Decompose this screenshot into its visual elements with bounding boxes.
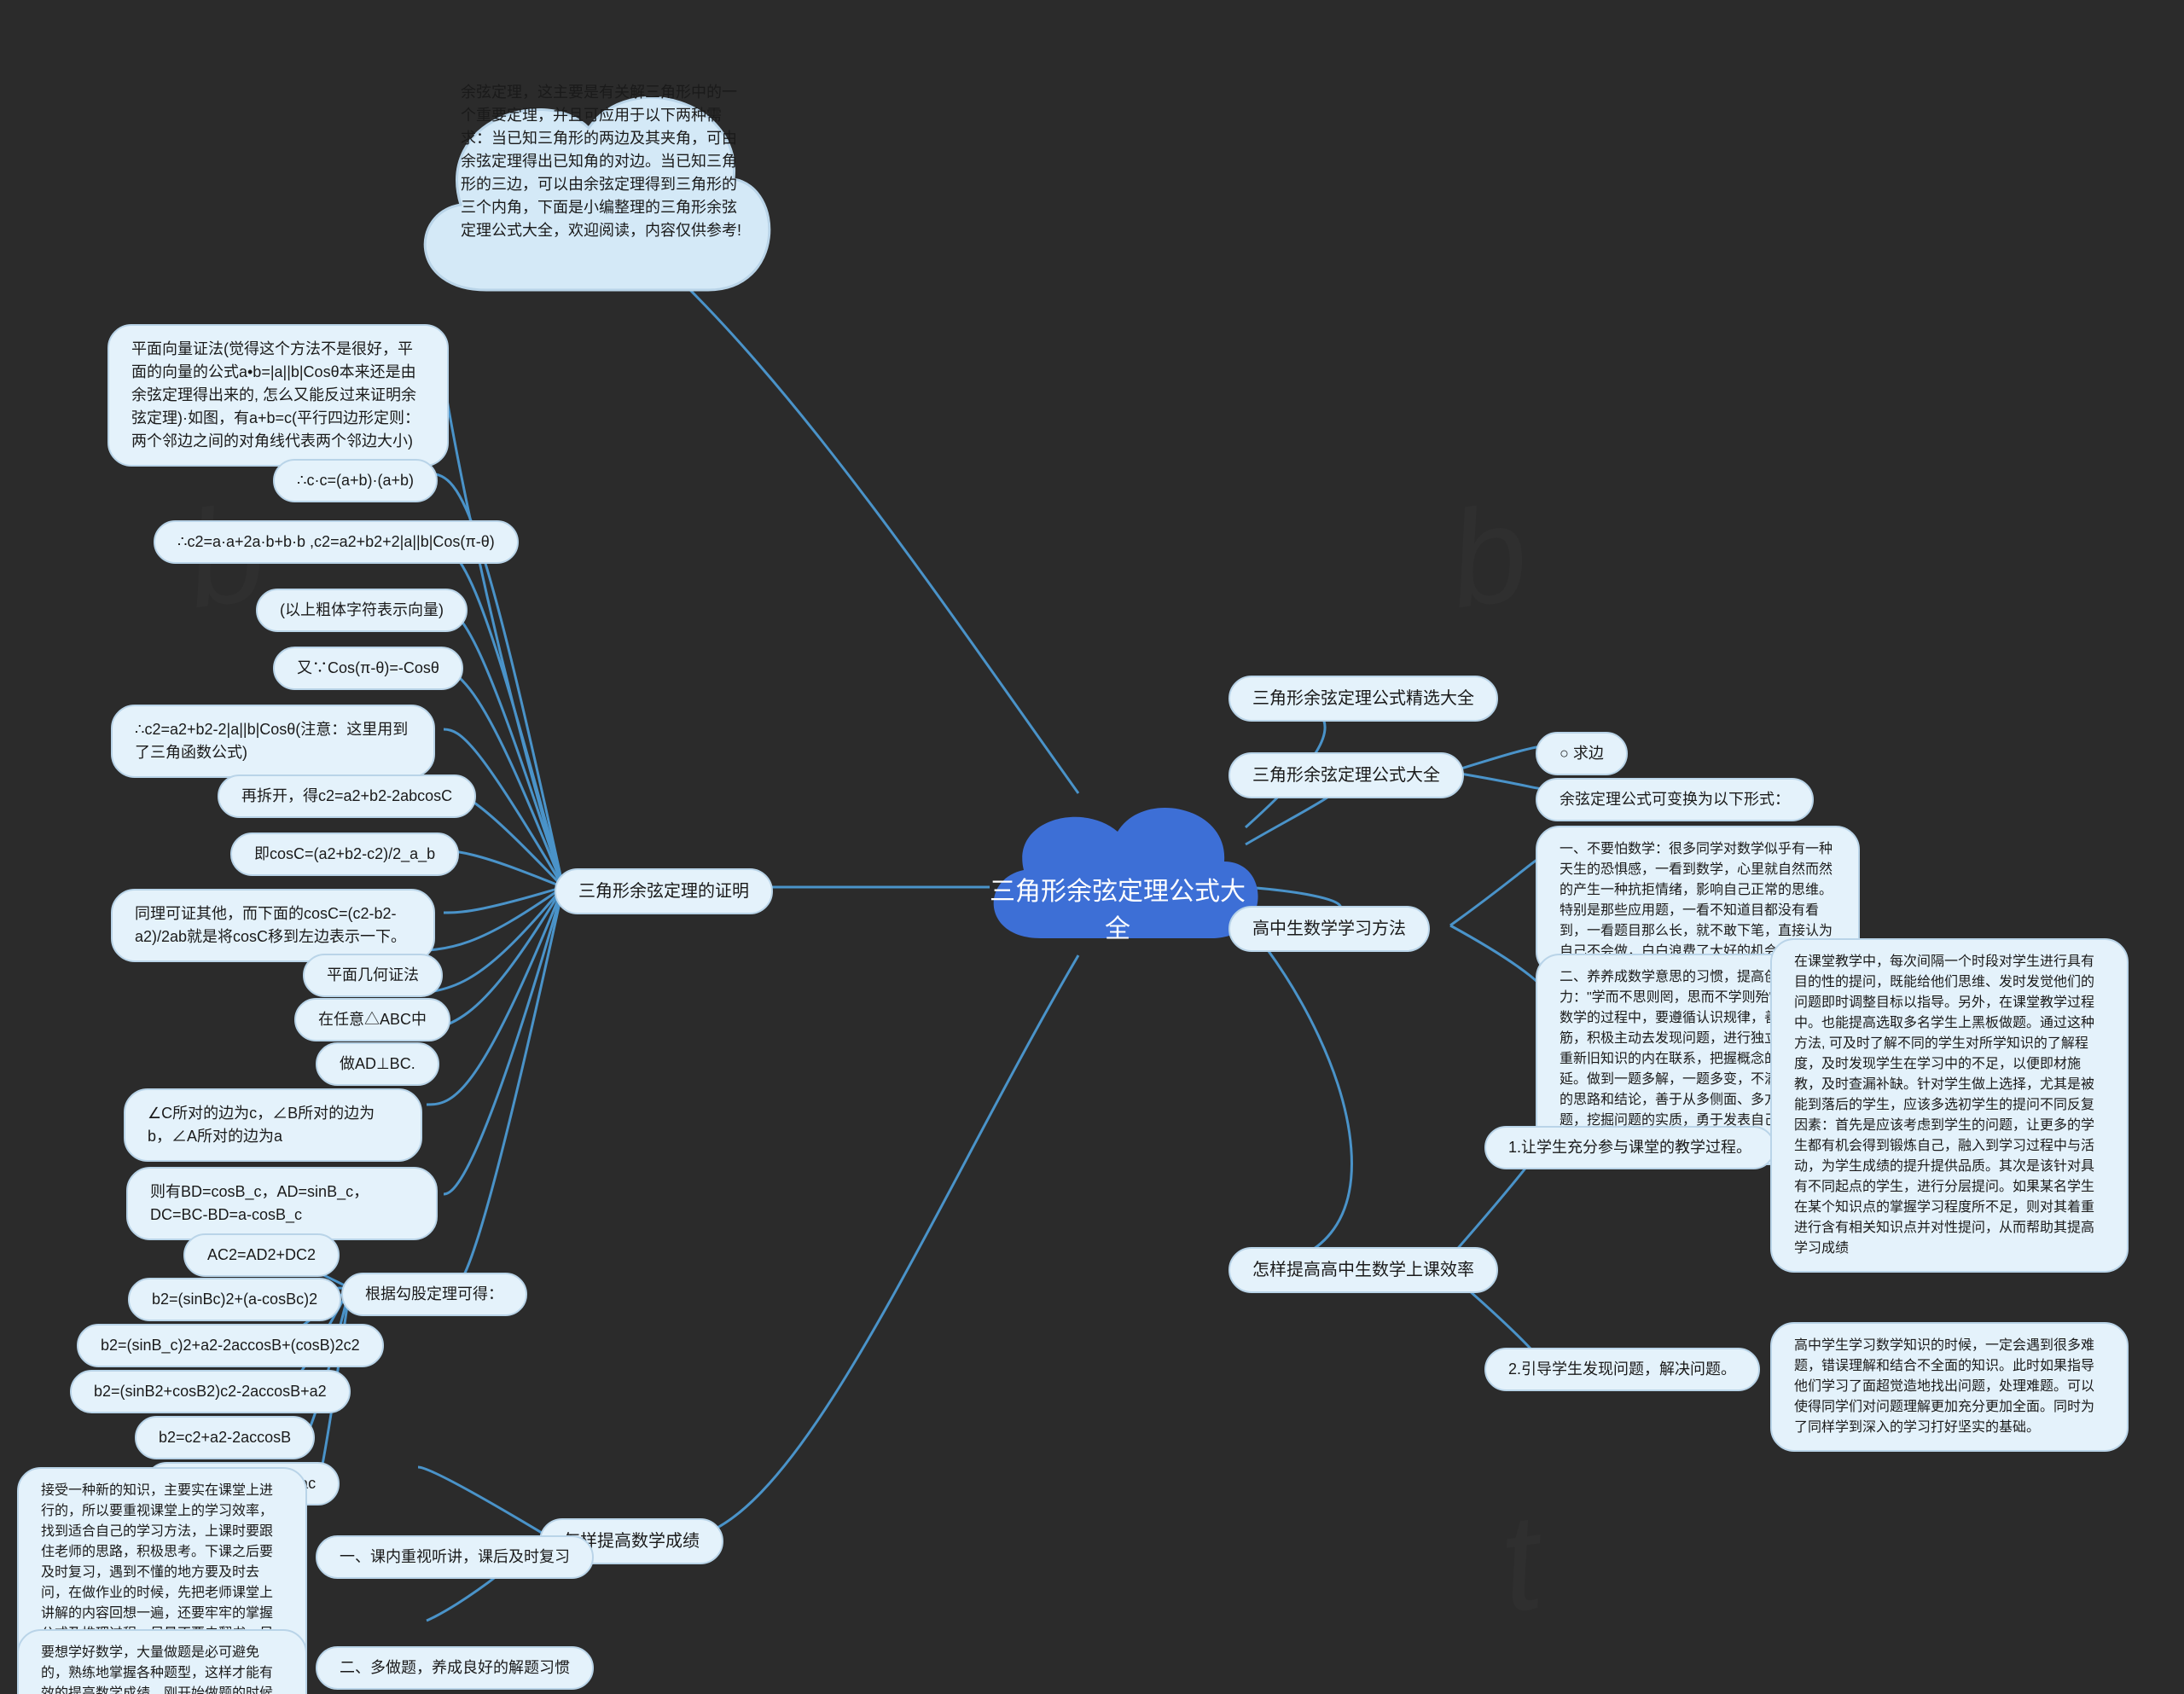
right-all[interactable]: 三角形余弦定理公式大全 [1228,752,1464,798]
proof-vector: 平面向量证法(觉得这个方法不是很好，平面的向量的公式a•b=|a||b|Cosθ… [107,324,449,467]
right-eff-sub1-desc: 在课堂教学中，每次间隔一个时段对学生进行具有目的性的提问，既能给他们思维、发时发… [1770,938,2129,1273]
right-all-sub2: 余弦定理公式可变换为以下形式： [1536,778,1814,821]
proof-ad: 做AD⊥BC. [316,1042,439,1086]
proof-expand: 再拆开，得c2=a2+b2-2abcosC [218,774,476,818]
proof-angles: ∠C所对的边为c，∠B所对的边为b，∠A所对的边为a [124,1088,422,1162]
right-eff[interactable]: 怎样提高高中生数学上课效率 [1228,1247,1498,1293]
canvas: b b t t [0,0,2184,1694]
center-title: 三角形余弦定理公式大全 [990,870,1246,945]
proof-pyth-1: AC2=AD2+DC2 [183,1233,340,1277]
proof-cc: ∴c·c=(a+b)·(a+b) [273,459,438,502]
watermark: t [1490,1482,1550,1643]
proof-bd: 则有BD=cosB_c，AD=sinB_c，DC=BC-BD=a-cosB_c [126,1167,438,1240]
proof-bold: (以上粗体字符表示向量) [256,589,468,632]
proof-geo: 平面几何证法 [303,954,443,997]
watermark: b [1440,473,1537,640]
proof-pyth-5: b2=c2+a2-2accosB [135,1416,315,1459]
improve-item2[interactable]: 二、多做题，养成良好的解题习惯 [316,1646,594,1690]
right-featured[interactable]: 三角形余弦定理公式精选大全 [1228,676,1498,722]
right-eff-sub2-desc: 高中学生学习数学知识的时候，一定会遇到很多难题，错误理解和结合不全面的知识。此时… [1770,1322,2129,1452]
proof-pyth-4: b2=(sinB2+cosB2)c2-2accosB+a2 [70,1370,351,1413]
proof-tri: 在任意△ABC中 [294,998,450,1041]
right-eff-sub1[interactable]: 1.让学生充分参与课堂的教学过程。 [1484,1126,1775,1169]
proof-c2eq: ∴c2=a2+b2-2|a||b|Cosθ(注意：这里用到了三角函数公式) [111,705,435,778]
proof-pyth-2: b2=(sinBc)2+(a-cosBc)2 [128,1278,341,1321]
proof-same: 同理可证其他，而下面的cosC=(c2-b2-a2)/2ab就是将cosC移到左… [111,889,435,962]
proof-c2: ∴c2=a·a+2a·b+b·b ,c2=a2+b2+2|a||b|Cos(π-… [154,520,519,564]
proof-cospi: 又∵Cos(π-θ)=-Cosθ [273,647,463,690]
right-eff-sub2[interactable]: 2.引导学生发现问题，解决问题。 [1484,1348,1760,1391]
branch-proof[interactable]: 三角形余弦定理的证明 [555,868,773,914]
improve-item2-desc: 要想学好数学，大量做题是必可避免的，熟练地掌握各种题型，这样才能有效的提高数学成… [17,1629,307,1694]
proof-pyth-3: b2=(sinB_c)2+a2-2accosB+(cosB)2c2 [77,1324,384,1367]
improve-item1[interactable]: 一、课内重视听讲，课后及时复习 [316,1535,594,1579]
right-study[interactable]: 高中生数学学习方法 [1228,906,1430,952]
proof-cosc: 即cosC=(a2+b2-c2)/2_a_b [230,832,459,876]
intro-text: 余弦定理，这主要是有关解三角形中的一个重要定理，并且可应用于以下两种需求：当已知… [461,81,742,242]
right-all-sub1: ○ 求边 [1536,732,1628,775]
proof-pyth-head: 根据勾股定理可得： [341,1273,527,1316]
